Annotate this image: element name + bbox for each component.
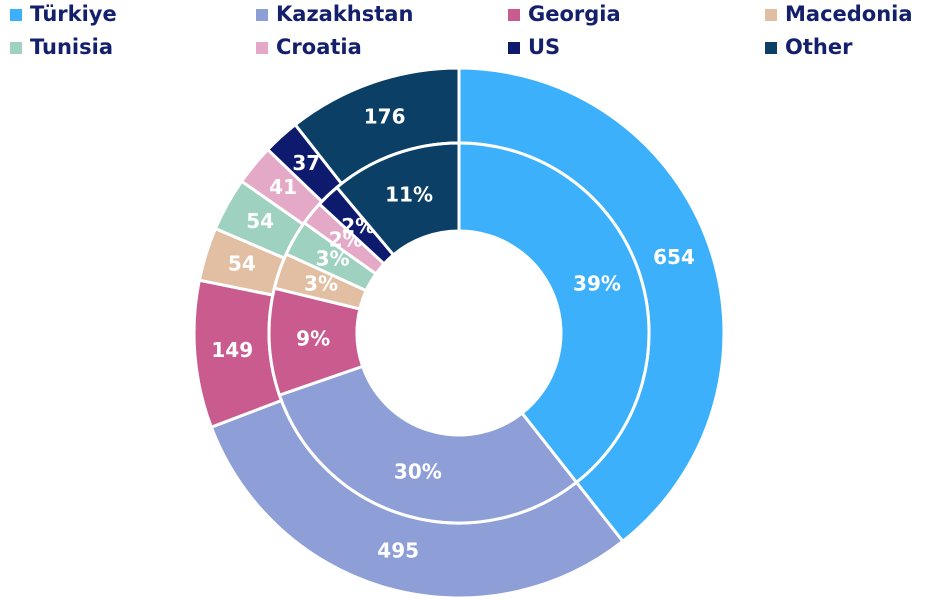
legend-label: US [528, 35, 560, 59]
inner-segment-label: 9% [296, 326, 330, 350]
outer-segment-label: 54 [228, 252, 256, 276]
legend-label: Kazakhstan [276, 2, 413, 26]
outer-segment-label: 654 [653, 245, 695, 269]
inner-segment-label: 11% [385, 182, 433, 206]
outer-segment-label: 37 [292, 151, 320, 175]
legend-label: Türkiye [30, 2, 117, 26]
legend-label: Macedonia [785, 2, 913, 26]
outer-segment-label: 54 [246, 209, 274, 233]
legend-swatch [256, 42, 268, 54]
legend-swatch [508, 9, 520, 21]
inner-segment [277, 364, 579, 525]
inner-segment-label: 39% [573, 272, 621, 296]
legend-swatch [256, 9, 268, 21]
outer-segment-label: 495 [377, 539, 419, 563]
legend-swatch [765, 42, 777, 54]
outer-segment-label: 149 [211, 338, 253, 362]
legend-swatch [10, 42, 22, 54]
inner-segment [334, 141, 461, 257]
inner-segment-label: 30% [394, 460, 442, 484]
outer-segment-label: 176 [364, 105, 406, 129]
legend-label: Other [785, 35, 853, 59]
legend-label: Tunisia [30, 35, 113, 59]
legend-label: Georgia [528, 2, 621, 26]
legend-swatch [508, 42, 520, 54]
outer-segment-label: 41 [269, 175, 297, 199]
legend-swatch [765, 9, 777, 21]
legend-swatch [10, 9, 22, 21]
legend-label: Croatia [276, 35, 362, 59]
inner-segment [457, 141, 651, 485]
